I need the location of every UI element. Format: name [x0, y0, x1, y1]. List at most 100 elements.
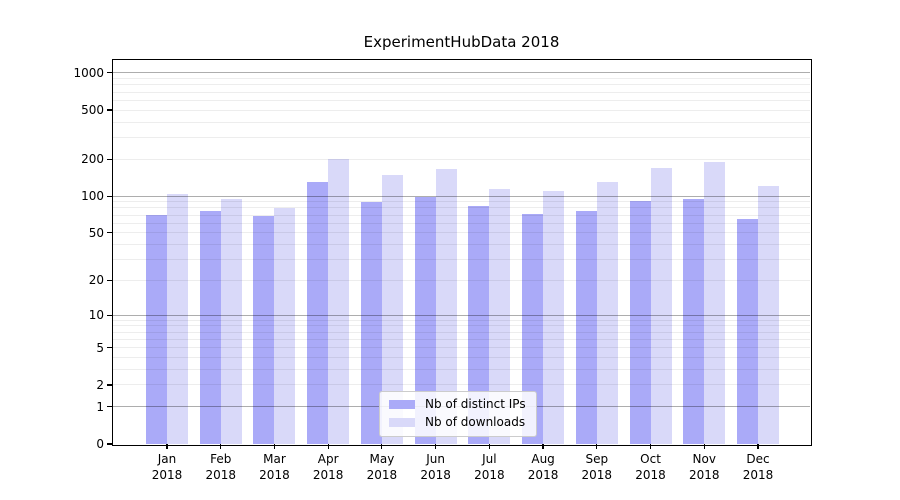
- y-tick-mark: [107, 384, 112, 386]
- legend-label-downloads: Nb of downloads: [425, 415, 526, 429]
- x-tick-mark: [703, 444, 705, 449]
- gridline-minor: [113, 214, 810, 216]
- gridline-minor: [113, 232, 810, 234]
- x-tick-mark: [435, 444, 437, 449]
- x-tick-label: Aug 2018: [527, 452, 559, 482]
- gridline-major: [113, 195, 810, 197]
- gridline-minor: [113, 78, 810, 80]
- gridline-minor: [113, 338, 810, 340]
- bar-downloads: [758, 186, 779, 444]
- x-tick-mark: [327, 444, 329, 449]
- y-tick-label: 100: [81, 189, 104, 204]
- x-tick-label: Jan 2018: [151, 452, 183, 482]
- y-tick-mark: [107, 443, 112, 445]
- gridline-minor: [113, 279, 810, 281]
- gridline-minor: [113, 136, 810, 138]
- gridline-minor: [113, 259, 810, 261]
- bar-distinct-ips: [199, 211, 221, 444]
- legend: Nb of distinct IPs Nb of downloads: [379, 391, 537, 437]
- bar-distinct-ips: [253, 215, 275, 444]
- gridline-minor: [113, 325, 810, 327]
- gridline-minor: [113, 331, 810, 333]
- x-tick-label: Mar 2018: [259, 452, 290, 482]
- gridline-minor: [113, 319, 810, 321]
- gridline-minor: [113, 384, 810, 386]
- legend-item-downloads: Nb of downloads: [389, 415, 526, 430]
- gridline-minor: [113, 357, 810, 359]
- chart-title: ExperimentHubData 2018: [363, 33, 560, 51]
- bar-distinct-ips: [737, 218, 758, 444]
- x-tick-label: Oct 2018: [635, 452, 666, 482]
- x-tick-mark: [381, 444, 383, 449]
- legend-label-distinct-ips: Nb of distinct IPs: [425, 397, 526, 411]
- y-tick-mark: [107, 347, 112, 349]
- x-tick-mark: [542, 444, 544, 449]
- x-tick-mark: [488, 444, 490, 449]
- bar-downloads: [489, 188, 511, 444]
- bar-distinct-ips: [683, 199, 705, 444]
- bar-downloads: [650, 167, 672, 444]
- y-tick-mark: [107, 195, 112, 197]
- y-tick-label: 20: [88, 273, 104, 288]
- gridline-minor: [113, 201, 810, 203]
- bar-distinct-ips: [307, 182, 329, 444]
- bar-downloads: [543, 191, 565, 444]
- plot-area: Nb of distinct IPs Nb of downloads: [111, 58, 812, 446]
- bar-downloads: [435, 169, 457, 444]
- y-tick-label: 0: [96, 437, 104, 451]
- x-tick-label: Feb 2018: [205, 452, 236, 482]
- y-tick-label: 500: [81, 103, 104, 118]
- x-tick-label: Nov 2018: [688, 452, 720, 482]
- bar-downloads: [167, 194, 188, 444]
- bar-distinct-ips: [575, 210, 597, 444]
- y-tick-mark: [107, 232, 112, 234]
- x-tick-mark: [757, 444, 759, 449]
- gridline-minor: [113, 207, 810, 209]
- y-tick-mark: [107, 72, 112, 74]
- gridline-minor: [113, 109, 810, 111]
- x-tick-label: May 2018: [366, 452, 398, 482]
- bar-downloads: [274, 207, 296, 444]
- y-tick-mark: [107, 109, 112, 111]
- y-tick-label: 2: [96, 377, 104, 392]
- gridline-minor: [113, 347, 810, 349]
- y-tick-label: 5: [96, 340, 104, 355]
- y-tick-mark: [107, 314, 112, 316]
- gridline-minor: [113, 369, 810, 371]
- y-tick-label: 1: [96, 399, 104, 414]
- x-tick-mark: [596, 444, 598, 449]
- x-tick-mark: [166, 444, 168, 449]
- x-tick-label: Dec 2018: [742, 452, 774, 482]
- legend-swatch-distinct-ips: [389, 400, 415, 409]
- gridline-minor: [113, 158, 810, 160]
- gridline-major: [113, 72, 810, 74]
- bar-distinct-ips: [522, 214, 544, 444]
- y-tick-label: 1000: [73, 65, 104, 80]
- bar-downloads: [220, 198, 242, 444]
- legend-swatch-downloads: [389, 418, 415, 427]
- gridline-minor: [113, 99, 810, 101]
- bar-distinct-ips: [146, 215, 167, 444]
- gridline-minor: [113, 121, 810, 123]
- legend-item-distinct-ips: Nb of distinct IPs: [389, 397, 526, 412]
- y-tick-label: 200: [81, 152, 104, 167]
- gridline-minor: [113, 222, 810, 224]
- gridline-minor: [113, 244, 810, 246]
- x-tick-label: Jul 2018: [474, 452, 505, 482]
- x-tick-label: Sep 2018: [581, 452, 613, 482]
- bar-distinct-ips: [629, 200, 651, 444]
- x-tick-mark: [273, 444, 276, 449]
- gridline-major: [113, 314, 810, 316]
- x-tick-label: Apr 2018: [312, 452, 344, 482]
- bar-downloads: [596, 182, 618, 444]
- bar-downloads: [704, 162, 726, 444]
- y-tick-label: 50: [88, 225, 104, 240]
- y-tick-mark: [107, 158, 112, 160]
- gridline-minor: [113, 91, 810, 93]
- bar-distinct-ips: [360, 201, 382, 444]
- bar-downloads: [328, 159, 350, 444]
- gridline-minor: [113, 84, 810, 86]
- y-tick-mark: [107, 406, 112, 408]
- bar-downloads: [381, 174, 403, 444]
